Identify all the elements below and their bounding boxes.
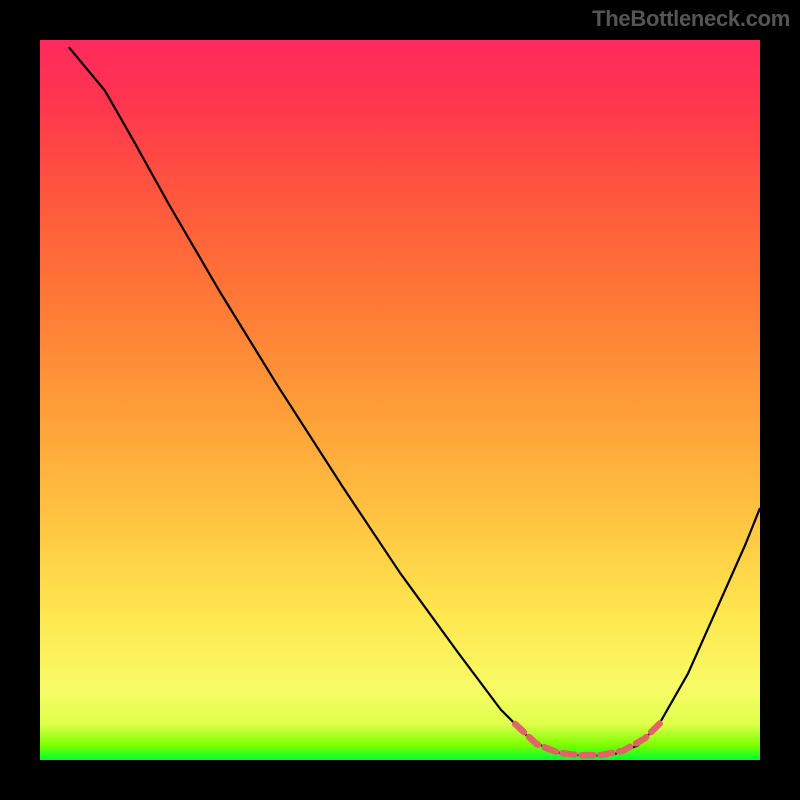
plot-area (40, 40, 760, 760)
chart-container: TheBottleneck.com (0, 0, 800, 800)
bottleneck-chart-svg (40, 40, 760, 760)
gradient-background (40, 40, 760, 760)
watermark-text: TheBottleneck.com (592, 6, 790, 32)
